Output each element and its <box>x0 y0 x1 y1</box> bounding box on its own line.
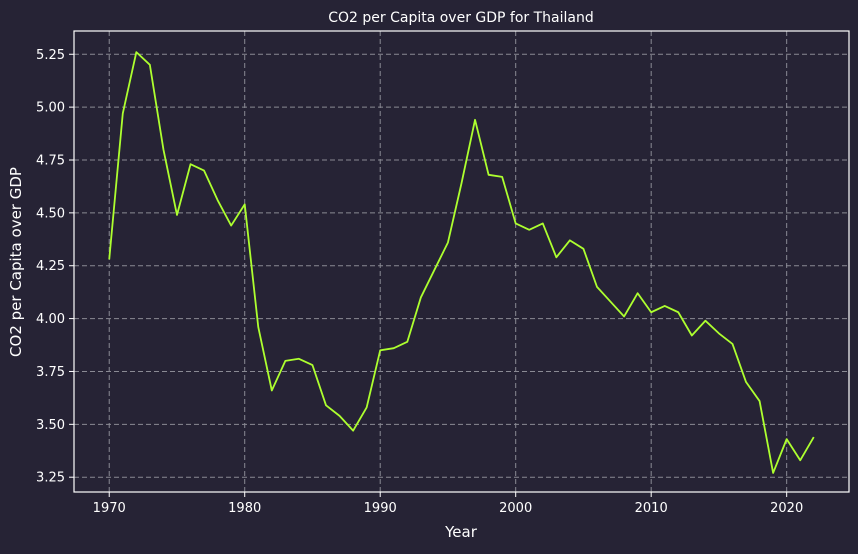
series-layer <box>108 51 815 474</box>
grid-lines <box>74 31 849 492</box>
y-tick-label: 4.50 <box>36 206 65 221</box>
x-tick-label: 1980 <box>228 501 261 516</box>
y-tick-label: 4.25 <box>36 259 65 274</box>
y-tick-label: 3.50 <box>36 418 65 433</box>
y-tick-label: 3.25 <box>36 471 65 486</box>
plot-frame <box>73 30 850 493</box>
x-tick-label: 2000 <box>499 501 532 516</box>
y-tick-label: 4.00 <box>36 312 65 327</box>
x-tick-label: 2010 <box>635 501 668 516</box>
y-axis-label: CO2 per Capita over GDP <box>7 167 25 357</box>
x-tick-label: 2020 <box>770 501 803 516</box>
axis-ticks: 1970 1980 1990 2000 2010 2020 3.25 3.50 3.75 4.00… <box>36 48 803 516</box>
x-tick-label: 1970 <box>93 501 126 516</box>
y-tick-label: 3.75 <box>36 365 65 380</box>
y-tick-label: 5.00 <box>36 101 65 116</box>
x-axis-label: Year <box>444 523 478 541</box>
chart-title: CO2 per Capita over GDP for Thailand <box>328 10 594 26</box>
x-tick-label: 1990 <box>364 501 397 516</box>
y-tick-label: 4.75 <box>36 153 65 168</box>
y-tick-label: 5.25 <box>36 48 65 63</box>
series-line <box>108 51 815 474</box>
